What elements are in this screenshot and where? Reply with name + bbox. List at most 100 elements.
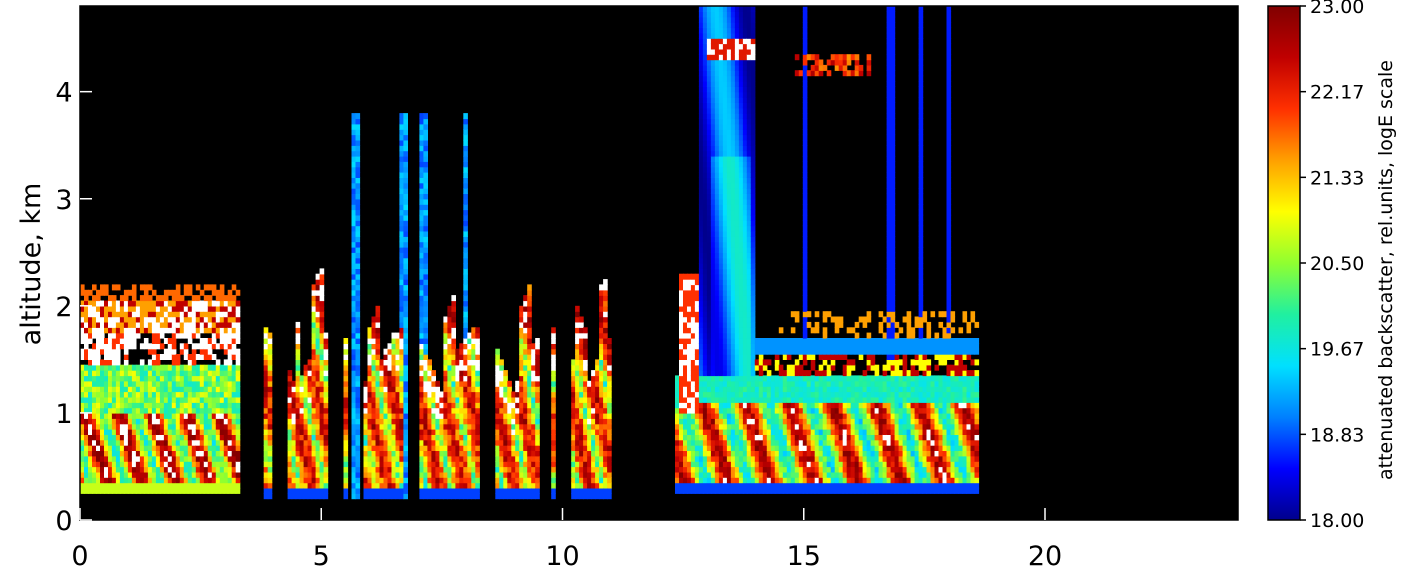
heatmap-cell (579, 450, 584, 457)
heatmap-cell (104, 300, 109, 307)
heatmap-cell (100, 423, 105, 430)
heatmap-cell (104, 391, 109, 398)
heatmap-cell (599, 375, 604, 382)
heatmap-cell (395, 412, 401, 419)
heatmap-cell (587, 380, 592, 387)
heatmap-cell (455, 434, 460, 441)
heatmap-cell (84, 380, 89, 387)
heatmap-cell (583, 455, 588, 462)
heatmap-cell (706, 305, 712, 312)
heatmap-cell (143, 429, 149, 435)
heatmap-cell (100, 386, 105, 393)
heatmap-cell (742, 6, 748, 12)
heatmap-cell (742, 295, 748, 302)
heatmap-cell (587, 455, 592, 462)
heatmap-cell (355, 359, 361, 366)
heatmap-cell (419, 279, 424, 286)
heatmap-cell (155, 487, 161, 494)
heatmap-cell (203, 364, 209, 371)
heatmap-cell (115, 354, 121, 360)
heatmap-cell (702, 64, 708, 71)
heatmap-cell (191, 487, 197, 494)
heatmap-cell (746, 209, 752, 216)
heatmap-cell (127, 364, 133, 371)
heatmap-cell (447, 305, 452, 312)
heatmap-cell (698, 230, 704, 237)
heatmap-cell (726, 198, 732, 205)
heatmap-cell (227, 321, 233, 328)
heatmap-cell (195, 332, 201, 339)
heatmap-cell (679, 477, 684, 484)
heatmap-cell (88, 348, 93, 355)
heatmap-cell (223, 343, 229, 350)
heatmap-cell (527, 461, 532, 468)
heatmap-cell (351, 123, 357, 130)
heatmap-cell (738, 188, 744, 194)
heatmap-cell (706, 252, 712, 259)
heatmap-cell (183, 332, 189, 339)
heatmap-cell (718, 81, 724, 87)
heatmap-cell (706, 273, 712, 280)
heatmap-cell (147, 434, 153, 441)
heatmap-cell (722, 402, 728, 409)
heatmap-cell (714, 412, 720, 419)
heatmap-cell (343, 482, 349, 489)
heatmap-cell (679, 429, 684, 435)
heatmap-cell (315, 477, 321, 484)
heatmap-cell (399, 236, 404, 243)
heatmap-cell (104, 466, 109, 473)
heatmap-cell (734, 198, 740, 205)
heatmap-cell (702, 434, 708, 441)
heatmap-cell (143, 375, 149, 382)
heatmap-cell (575, 348, 580, 355)
heatmap-cell (92, 284, 97, 291)
heatmap-cell (726, 64, 732, 71)
heatmap-cell (571, 482, 576, 489)
heatmap-cell (323, 434, 329, 441)
heatmap-cell (223, 445, 229, 451)
heatmap-cell (263, 466, 269, 473)
heatmap-cell (443, 418, 448, 425)
heatmap-cell (599, 321, 604, 328)
heatmap-cell (403, 263, 408, 269)
heatmap-cell (175, 391, 181, 398)
heatmap-cell (706, 214, 712, 221)
heatmap-cell (399, 139, 404, 146)
heatmap-cell (231, 316, 237, 323)
heatmap-cell (123, 407, 129, 414)
heatmap-cell (387, 434, 393, 441)
heatmap-cell (706, 263, 712, 269)
heatmap-cell (515, 434, 520, 441)
heatmap-cell (135, 418, 141, 425)
heatmap-cell (351, 118, 357, 125)
heatmap-cell (111, 348, 117, 355)
heatmap-cell (163, 354, 169, 360)
heatmap-cell (527, 418, 532, 425)
heatmap-cell (714, 155, 720, 162)
heatmap-cell (702, 166, 708, 173)
heatmap-cell (399, 145, 404, 152)
heatmap-cell (694, 332, 700, 339)
heatmap-cell (463, 204, 468, 211)
heatmap-cell (367, 466, 373, 473)
heatmap-cell (730, 461, 736, 468)
heatmap-cell (167, 412, 173, 419)
heatmap-cell (687, 316, 692, 323)
heatmap-cell (714, 279, 720, 286)
heatmap-cell (730, 139, 736, 146)
heatmap-cell (746, 338, 752, 344)
heatmap-cell (355, 311, 361, 318)
heatmap-cell (730, 311, 736, 318)
heatmap-cell (726, 155, 732, 162)
heatmap-cell (718, 429, 724, 435)
heatmap-cell (679, 300, 684, 307)
heatmap-cell (403, 295, 408, 302)
heatmap-cell (367, 493, 373, 500)
heatmap-cell (215, 370, 221, 377)
heatmap-cell (726, 214, 732, 221)
heatmap-cell (307, 418, 313, 425)
heatmap-cell (710, 316, 716, 323)
heatmap-cell (718, 32, 724, 39)
heatmap-cell (159, 402, 165, 409)
heatmap-cell (223, 429, 229, 435)
